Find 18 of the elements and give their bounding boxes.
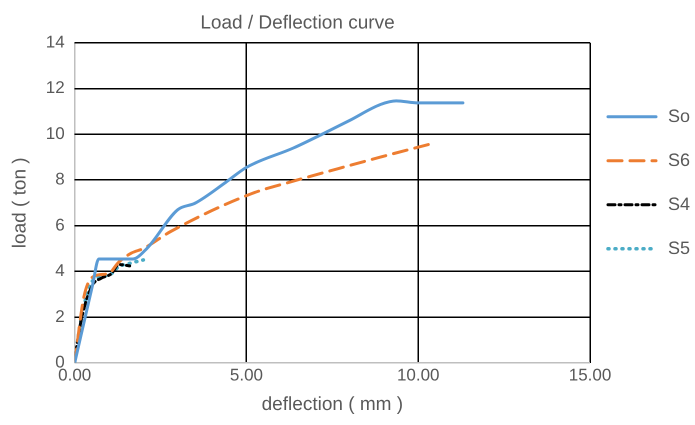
x-tick-label: 10.00 (396, 366, 440, 385)
y-tick-label: 6 (55, 215, 65, 234)
y-tick-label: 2 (55, 306, 65, 326)
x-tick-label: 15.00 (568, 366, 612, 385)
y-tick-label: 12 (46, 78, 65, 98)
y-tick-label: 10 (46, 124, 65, 143)
chart-title: Load / Deflection curve (200, 12, 395, 34)
x-axis-title: deflection ( mm ) (262, 394, 404, 415)
x-tick-label: 5.00 (230, 366, 264, 385)
legend-label: S4 (668, 194, 690, 214)
y-axis-title: load ( ton ) (10, 157, 31, 248)
y-tick-label: 14 (46, 32, 65, 52)
legend-label: S5 (668, 238, 690, 258)
legend-label: So (668, 106, 690, 126)
y-tick-label: 8 (55, 170, 65, 189)
y-tick-label: 4 (55, 261, 65, 280)
legend-label: S6 (668, 150, 690, 170)
line-series (74, 99, 464, 363)
